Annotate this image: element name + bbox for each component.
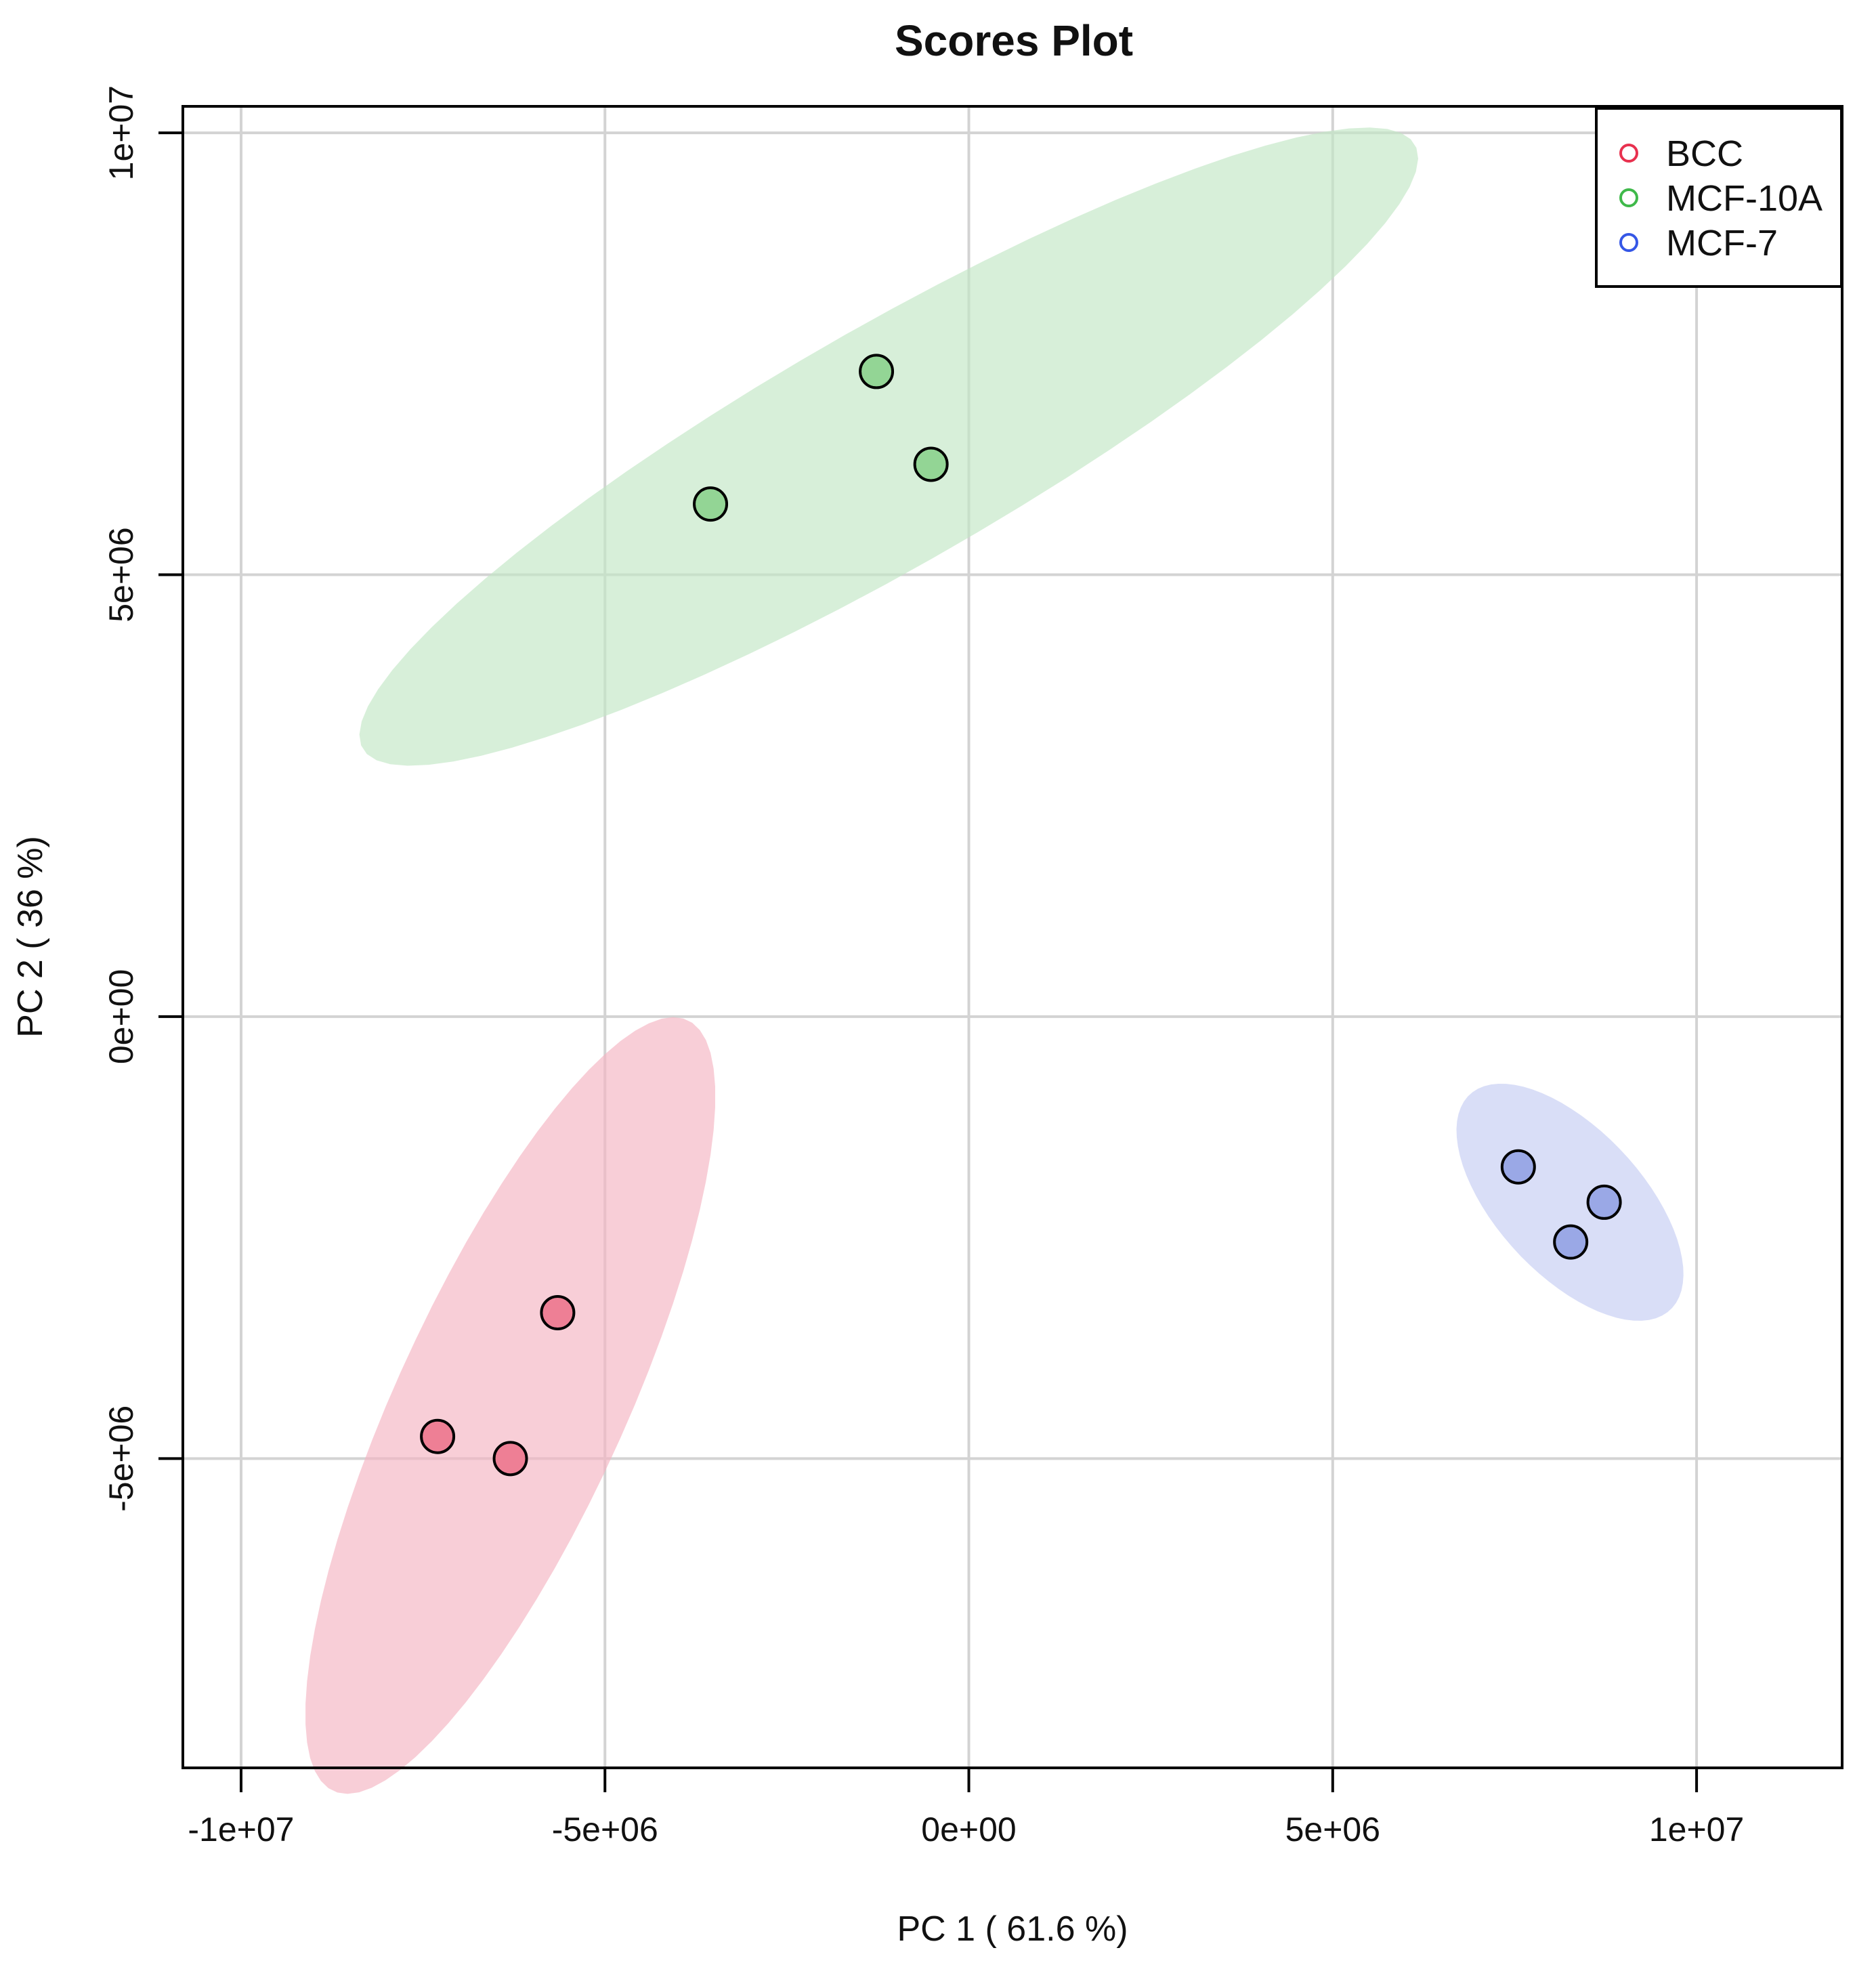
x-tick-label: -1e+07 — [188, 1811, 294, 1848]
ellipse-bcc — [305, 1017, 716, 1794]
x-tick-label: 1e+07 — [1649, 1811, 1744, 1848]
ellipse-mcf-10a — [359, 127, 1418, 766]
point-bcc — [492, 1441, 528, 1477]
point-mcf-7 — [1586, 1184, 1622, 1220]
point-bcc — [540, 1295, 576, 1331]
point-mcf-10a — [859, 354, 895, 389]
y-tick-label: 0e+00 — [102, 969, 140, 1064]
legend-marker-mcf-10a — [1619, 188, 1638, 207]
y-tick-label: 5e+06 — [102, 527, 140, 622]
x-tick-label: 5e+06 — [1285, 1811, 1380, 1848]
point-mcf-10a — [693, 486, 729, 522]
confidence-ellipses — [305, 127, 1684, 1794]
y-tick-label: -5e+06 — [102, 1405, 140, 1512]
y-tick-label: 1e+07 — [102, 85, 140, 180]
legend-label: MCF-10A — [1666, 178, 1822, 219]
legend-marker-mcf-7 — [1619, 233, 1638, 252]
point-bcc — [420, 1418, 456, 1454]
legend-label: BCC — [1666, 133, 1743, 174]
ellipse-mcf-7 — [1456, 1084, 1684, 1321]
point-mcf-10a — [913, 446, 949, 482]
y-axis-ticks: -5e+06 0e+00 5e+06 1e+07 — [102, 85, 183, 1512]
x-axis-ticks: -1e+07 -5e+06 0e+00 5e+06 1e+07 — [188, 1768, 1744, 1848]
x-axis-label: PC 1 ( 61.6 %) — [897, 1909, 1128, 1949]
y-axis-label: PC 2 ( 36 %) — [11, 836, 50, 1038]
x-tick-label: -5e+06 — [552, 1811, 658, 1848]
chart-title: Scores Plot — [895, 16, 1133, 65]
legend-label: MCF-7 — [1666, 223, 1778, 263]
x-tick-label: 0e+00 — [921, 1811, 1016, 1848]
plot-frame — [182, 105, 1843, 1769]
point-mcf-7 — [1553, 1224, 1589, 1260]
legend-marker-bcc — [1619, 144, 1638, 163]
point-mcf-7 — [1500, 1149, 1536, 1185]
data-points — [420, 354, 1622, 1477]
